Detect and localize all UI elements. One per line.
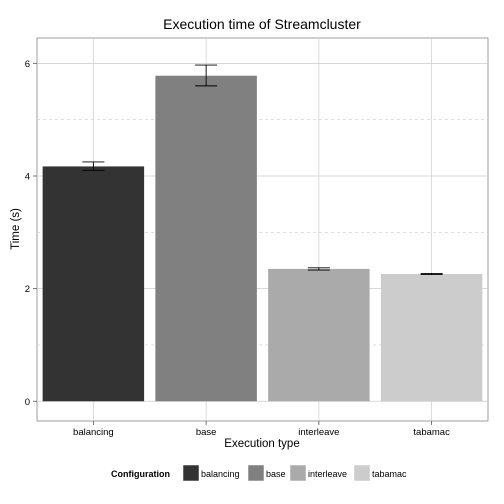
error-bar-tabamac <box>420 272 443 276</box>
y-tick-label: 0 <box>25 397 30 408</box>
legend-label: tabamac <box>372 469 407 479</box>
y-axis-ticks: 0 2 4 6 <box>25 59 37 408</box>
chart-title: Execution time of Streamcluster <box>163 16 361 32</box>
bar-base <box>155 75 257 402</box>
error-bar-base <box>195 64 218 87</box>
legend-label: interleave <box>308 469 347 479</box>
bar-tabamac <box>380 273 483 402</box>
legend-label: base <box>266 469 286 479</box>
error-bar-balancing <box>82 161 105 171</box>
y-tick-label: 4 <box>25 171 30 182</box>
legend-item-interleave: interleave <box>289 464 347 482</box>
y-axis-title: Time (s) <box>10 208 22 250</box>
x-axis-title: Execution type <box>224 438 299 450</box>
x-axis-ticks: balancing base interleave tabamac <box>73 421 450 438</box>
error-bars <box>82 64 443 276</box>
y-tick-label: 6 <box>25 59 30 70</box>
bar-balancing <box>42 166 145 402</box>
y-tick-label: 2 <box>25 284 30 295</box>
x-tick-label: tabamac <box>413 427 450 438</box>
bars <box>42 75 483 402</box>
bar-interleave <box>268 268 370 402</box>
x-tick-label: base <box>196 427 217 438</box>
error-bar-interleave <box>307 267 330 271</box>
legend-title: Configuration <box>111 469 170 479</box>
x-tick-label: balancing <box>73 427 114 438</box>
legend-item-tabamac: tabamac <box>353 464 407 482</box>
legend-key <box>247 464 265 482</box>
legend-key <box>182 464 200 482</box>
legend: Configuration balancing base interleave tab… <box>111 464 407 482</box>
legend-item-base: base <box>247 464 286 482</box>
legend-item-balancing: balancing <box>182 464 240 482</box>
legend-key <box>353 464 371 482</box>
legend-label: balancing <box>201 469 240 479</box>
x-tick-label: interleave <box>298 427 339 438</box>
legend-key <box>289 464 307 482</box>
